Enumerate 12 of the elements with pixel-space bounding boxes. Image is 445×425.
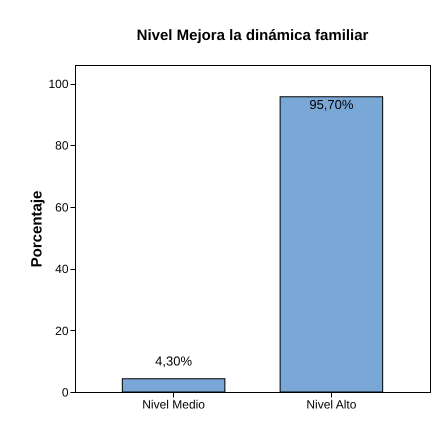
chart-title: Nivel Mejora la dinámica familiar (136, 27, 369, 44)
x-tick-label: Nivel Medio (142, 398, 206, 412)
x-tick-label: Nivel Alto (306, 398, 357, 412)
y-tick-label: 80 (55, 138, 69, 153)
data-label: 95,70% (309, 96, 354, 112)
y-tick-label: 40 (55, 262, 69, 276)
y-axis-title: Porcentaje (28, 190, 46, 268)
y-tick-label: 0 (62, 386, 69, 400)
y-tick-label: 100 (48, 77, 69, 92)
data-label: 4,30% (155, 354, 192, 369)
y-tick-label: 20 (55, 324, 69, 338)
y-tick-label: 60 (55, 200, 69, 214)
